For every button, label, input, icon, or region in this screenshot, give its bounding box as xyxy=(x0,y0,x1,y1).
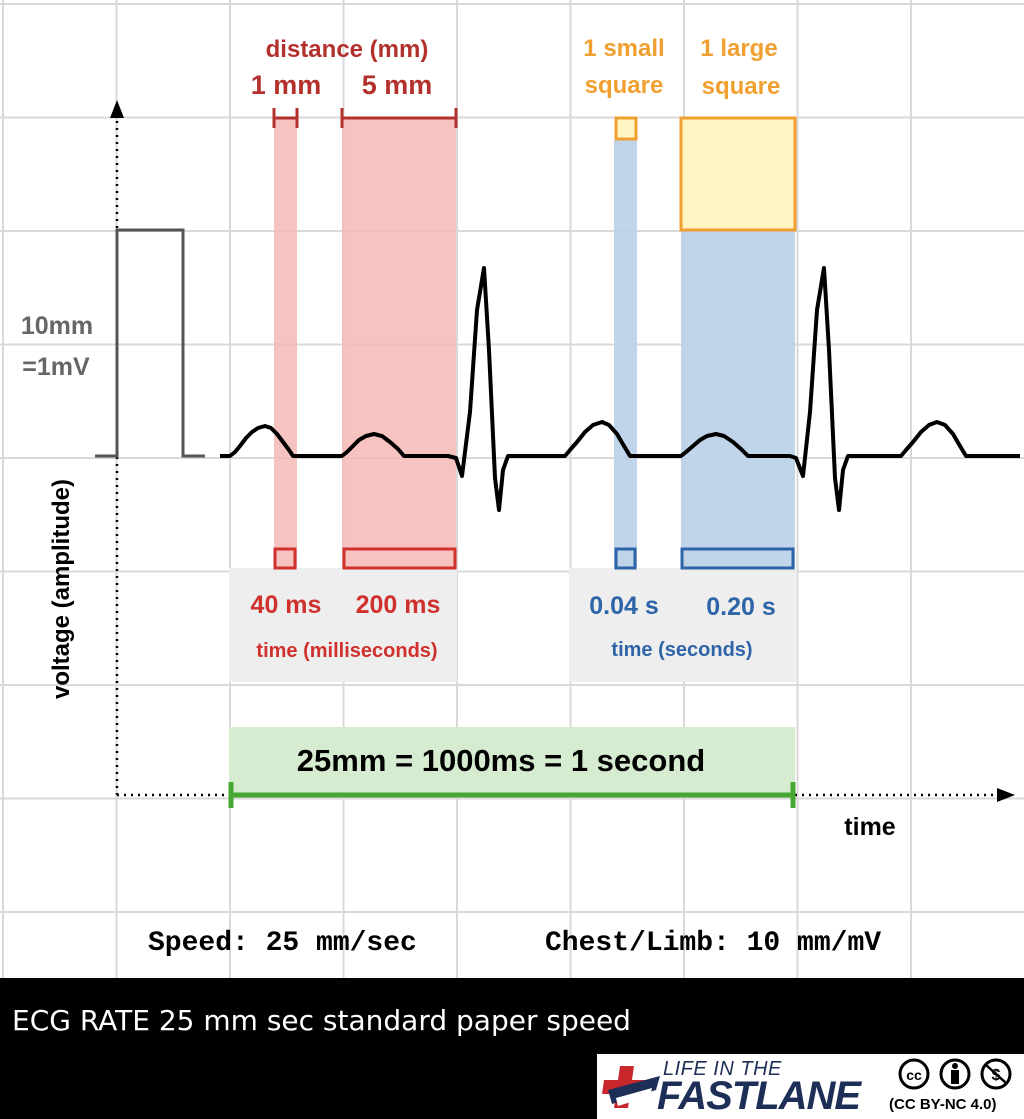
small-square-time-band xyxy=(614,140,637,568)
small-square-highlight xyxy=(614,116,638,141)
time-ms-small: 40 ms xyxy=(251,591,322,619)
time-s-large: 0.20 s xyxy=(706,593,776,621)
gain-setting: Chest/Limb: 10 mm/mV xyxy=(545,928,881,959)
cc-icon: cc xyxy=(898,1058,930,1090)
license-label: (CC BY-NC 4.0) xyxy=(889,1096,997,1113)
paper-speed: Speed: 25 mm/sec xyxy=(148,928,417,959)
small-square-label-1: 1 small xyxy=(583,35,664,62)
attribution-icon xyxy=(939,1058,971,1090)
svg-text:cc: cc xyxy=(906,1067,922,1083)
x-axis-arrow xyxy=(997,788,1015,802)
ecg-diagram: distance (mm) 1 mm 5 mm 1 small square 1… xyxy=(0,0,1024,978)
calibration-pulse xyxy=(95,228,205,458)
image-caption: ECG RATE 25 mm sec standard paper speed xyxy=(12,1004,631,1037)
noncommercial-icon: $ xyxy=(980,1058,1012,1090)
y-axis-label: voltage (amplitude) xyxy=(48,479,75,699)
small-square-label-2: square xyxy=(585,72,664,99)
large-time-box xyxy=(342,547,457,570)
time-ms-large: 200 ms xyxy=(356,591,441,619)
y-axis-arrow xyxy=(110,100,124,118)
large-square-label-1: 1 large xyxy=(700,35,777,62)
distance-large-label: 5 mm xyxy=(362,70,433,100)
logo-line-1: LIFE IN THE xyxy=(663,1058,782,1080)
calibration-label-2: =1mV xyxy=(22,353,90,381)
creative-commons-icons: cc $ xyxy=(898,1058,1012,1090)
distance-small-label: 1 mm xyxy=(251,70,322,100)
small-seconds-box xyxy=(614,547,637,570)
distance-brackets xyxy=(272,108,458,128)
one-second-bar xyxy=(228,782,796,808)
seconds-panel xyxy=(569,568,797,682)
distance-heading: distance (mm) xyxy=(266,36,429,63)
lifeinthefastlane-logo: LIFE IN THE FASTLANE cc $ (CC BY-NC 4.0) xyxy=(597,1054,1024,1119)
large-square-label-2: square xyxy=(702,73,781,100)
large-square-distance-band xyxy=(342,118,456,568)
large-square-time-band xyxy=(681,230,795,568)
milliseconds-panel xyxy=(229,568,457,682)
calibration-label-1: 10mm xyxy=(21,312,93,340)
small-time-box xyxy=(273,547,297,570)
one-second-band xyxy=(229,727,795,795)
small-square-distance-band xyxy=(274,118,297,568)
large-seconds-box xyxy=(680,547,795,570)
conversion-label: 25mm = 1000ms = 1 second xyxy=(297,743,705,778)
time-s-caption: time (seconds) xyxy=(611,639,752,661)
time-s-small: 0.04 s xyxy=(589,592,659,620)
large-square-highlight xyxy=(679,116,797,232)
fastlane-cross-icon xyxy=(602,1066,660,1108)
logo-line-2: FASTLANE xyxy=(657,1074,861,1118)
x-axis-label: time xyxy=(844,813,896,841)
ecg-trace xyxy=(220,266,1020,512)
time-ms-caption: time (milliseconds) xyxy=(256,640,437,662)
